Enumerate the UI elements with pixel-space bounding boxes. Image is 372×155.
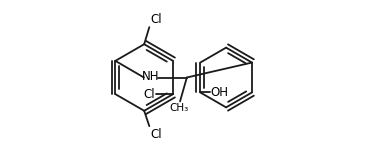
Text: CH₃: CH₃: [170, 103, 189, 113]
Text: NH: NH: [142, 70, 160, 83]
Text: Cl: Cl: [150, 128, 162, 141]
Text: OH: OH: [210, 86, 228, 99]
Text: Cl: Cl: [150, 13, 162, 26]
Text: Cl: Cl: [144, 88, 155, 101]
